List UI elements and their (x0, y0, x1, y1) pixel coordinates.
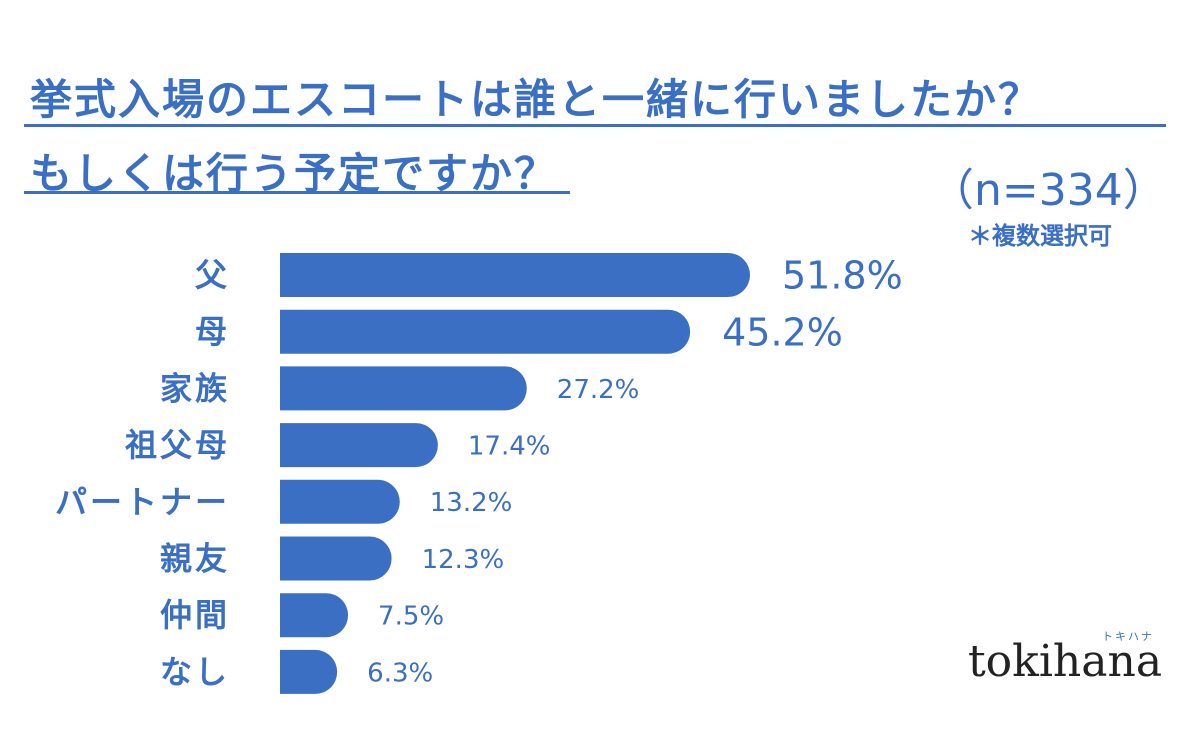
value-label-5: 13.2% (430, 488, 513, 518)
value-label-8: 6.3% (367, 658, 433, 688)
value-label-1: 51.8% (782, 254, 903, 298)
brand-logo-kana: トキハナ (1102, 630, 1154, 643)
category-label-1: 父 (195, 256, 230, 294)
sample-size: （n=334） (930, 165, 1167, 216)
bar-8 (280, 649, 338, 694)
category-label-8: なし (160, 653, 230, 691)
bar-7 (280, 593, 349, 638)
bar-4 (280, 423, 438, 468)
bar-3 (280, 366, 527, 411)
title-underline-2 (24, 191, 570, 194)
chart-title-line-2: もしくは行う予定ですか？ (30, 149, 559, 198)
category-label-5: パートナー (55, 483, 230, 521)
category-label-4: 祖父母 (125, 426, 230, 464)
bar-1 (280, 253, 750, 297)
value-label-2: 45.2% (722, 310, 843, 354)
title-underline-1 (24, 124, 1166, 127)
category-label-6: 親友 (160, 540, 230, 578)
bar-2 (280, 309, 691, 354)
chart-title-line-1: 挙式入場のエスコートは誰と一緒に行いましたか？ (30, 75, 1043, 124)
category-label-7: 仲間 (160, 596, 230, 634)
brand-logo: tokihana (968, 636, 1163, 687)
value-label-7: 7.5% (378, 602, 444, 632)
value-label-6: 12.3% (422, 545, 505, 575)
multiple-choice-note: ＊複数選択可 (968, 222, 1112, 250)
bar-6 (280, 536, 392, 581)
bar-5 (280, 479, 400, 524)
category-label-3: 家族 (160, 369, 230, 407)
value-label-3: 27.2% (557, 375, 640, 405)
category-label-2: 母 (195, 313, 230, 351)
value-label-4: 17.4% (468, 431, 551, 461)
